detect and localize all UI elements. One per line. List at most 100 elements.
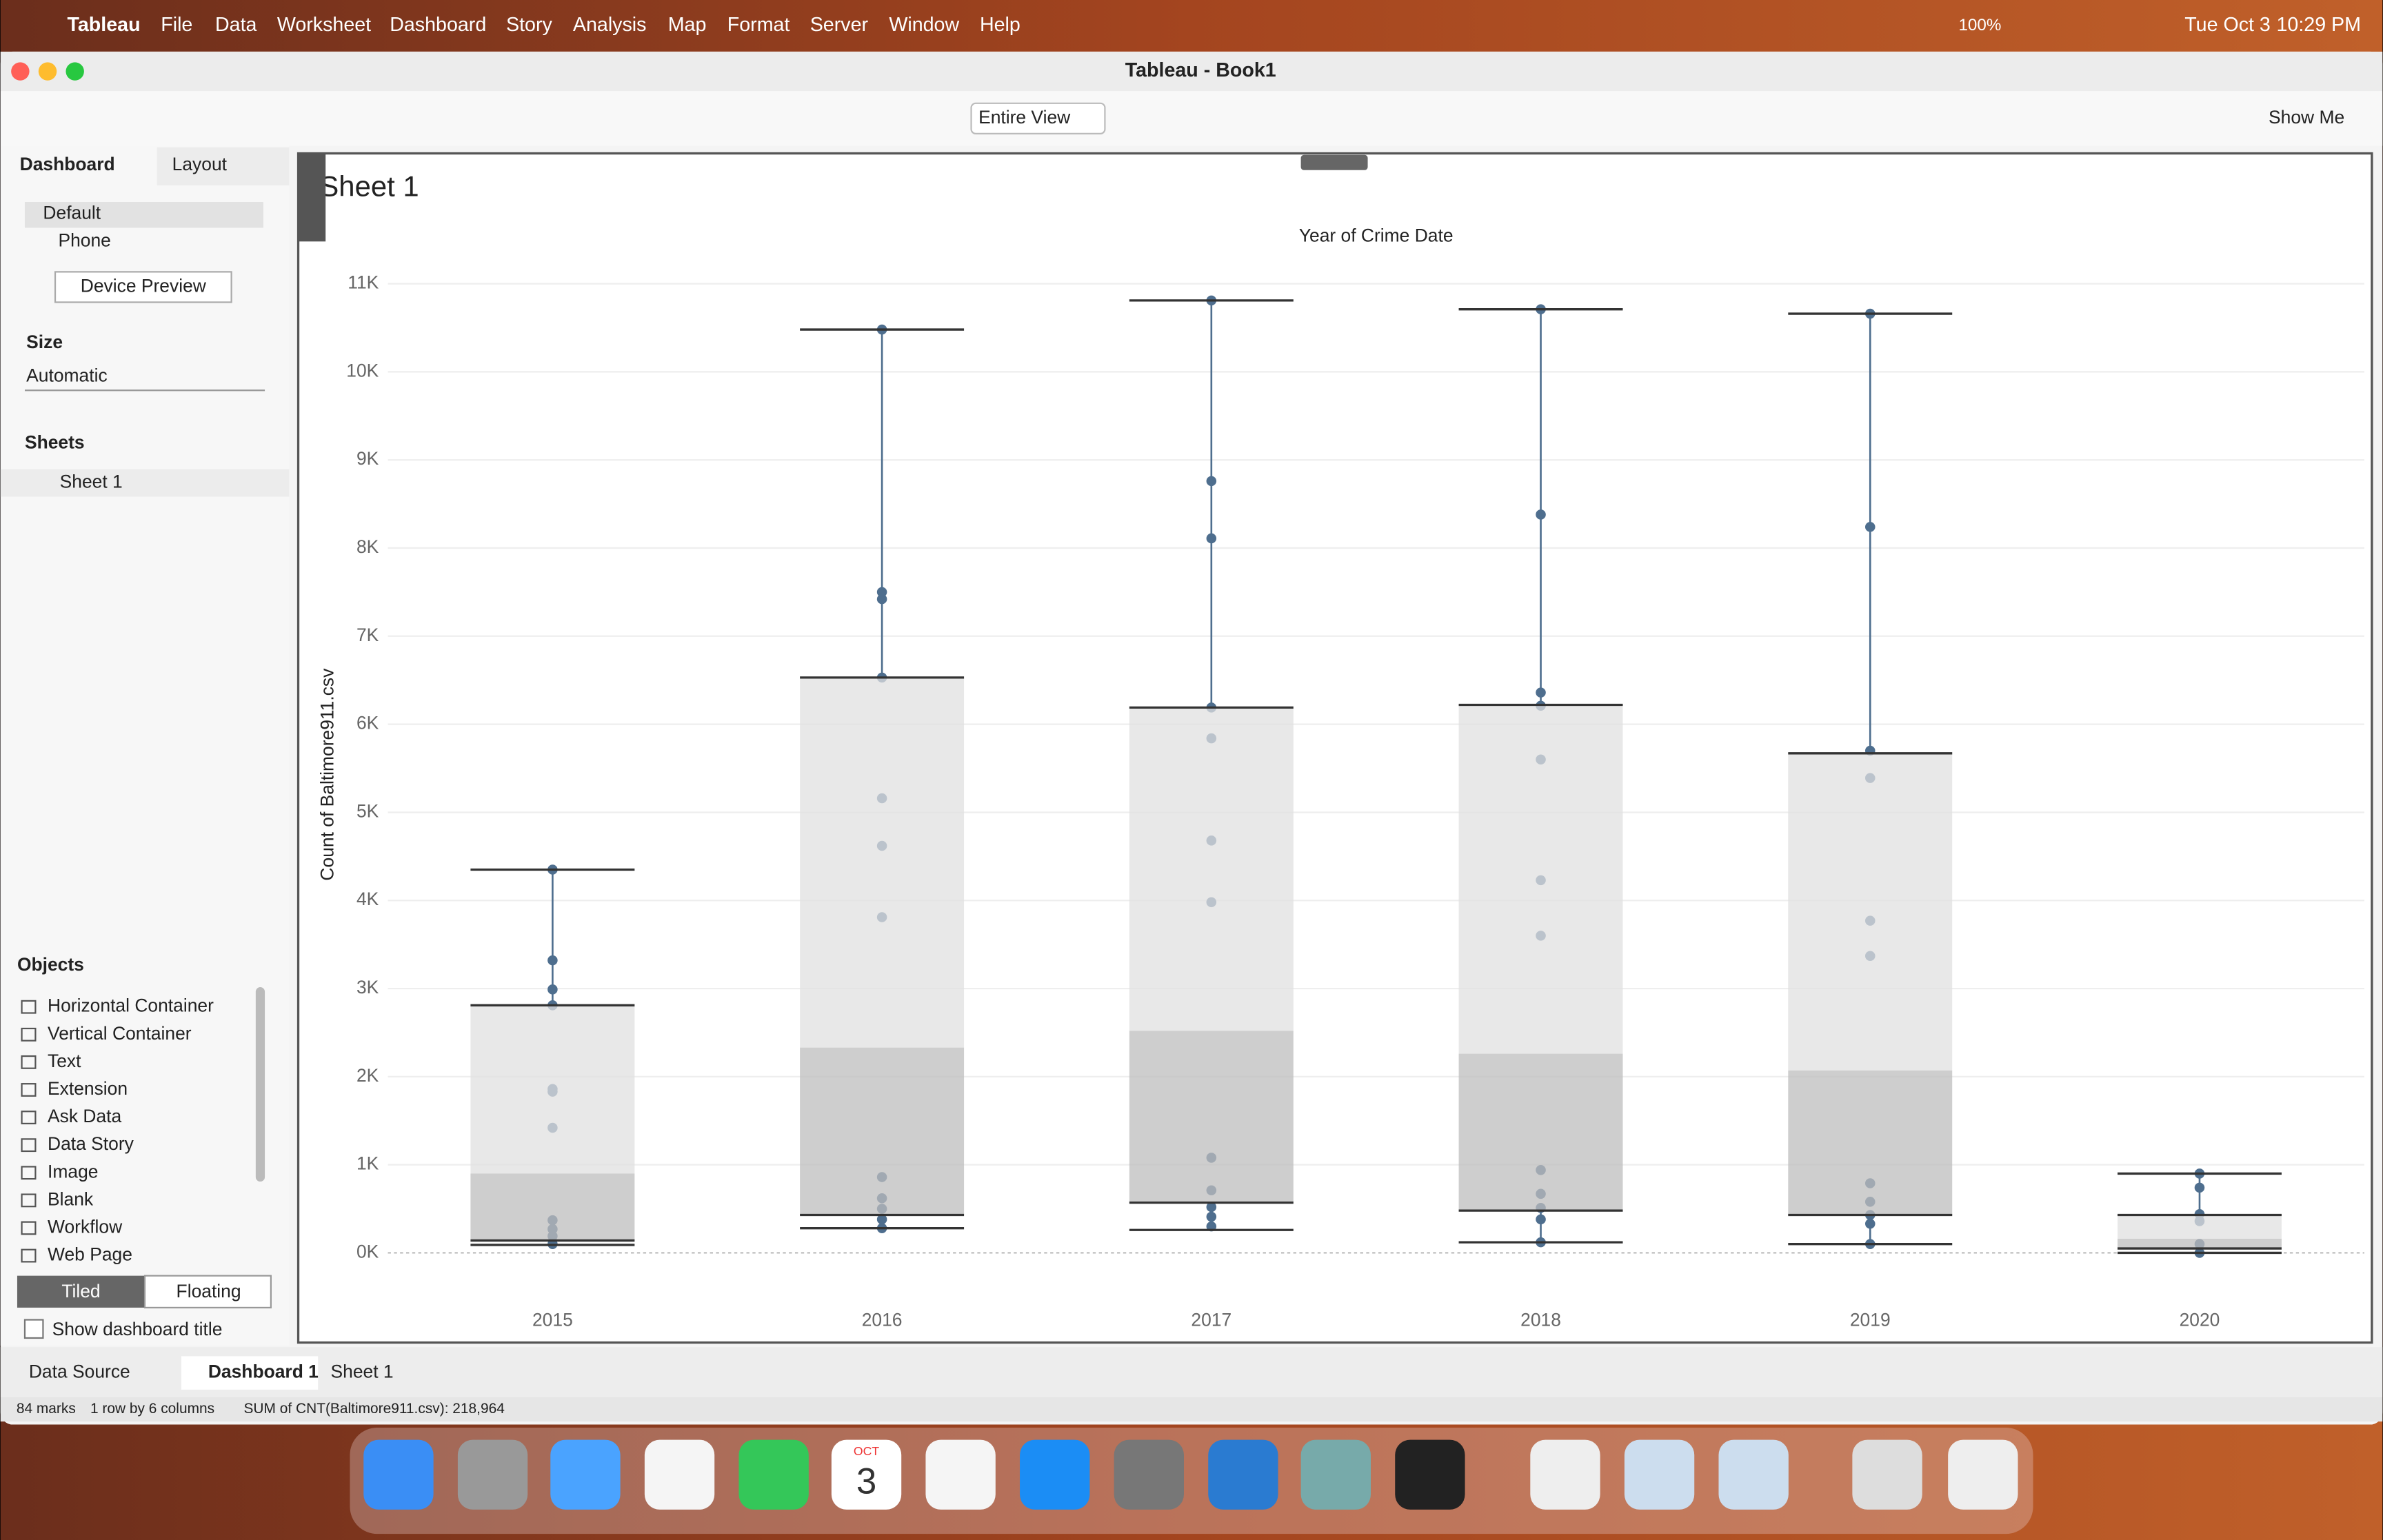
object-item[interactable]: Horizontal Container <box>48 995 214 1016</box>
close-button[interactable] <box>11 62 30 81</box>
menu-item[interactable]: Data <box>215 14 257 36</box>
object-icon <box>21 1248 37 1263</box>
date: Tue Oct 3 <box>2184 14 2271 36</box>
object-item[interactable]: Ask Data <box>48 1106 122 1126</box>
box-lower <box>1129 1031 1294 1203</box>
active-tab[interactable] <box>181 1356 319 1390</box>
dock-icon[interactable] <box>1020 1439 1090 1510</box>
calendar-day: 3 <box>856 1461 876 1501</box>
menu-item[interactable]: Help <box>980 14 1020 36</box>
objects-heading: Objects <box>17 954 84 975</box>
object-item[interactable]: Blank <box>48 1188 94 1209</box>
object-item[interactable]: Text <box>48 1051 81 1071</box>
zoom-button[interactable] <box>66 62 84 81</box>
x-tick-label: 2017 <box>1191 1310 1231 1330</box>
status-text: SUM of CNT(Baltimore911.csv): 218,964 <box>244 1401 505 1417</box>
dock-icon[interactable] <box>1114 1439 1184 1510</box>
y-tick-label: 11K <box>348 272 379 293</box>
size-heading: Size <box>26 332 63 352</box>
dock-icon[interactable] <box>363 1439 434 1510</box>
sheet-tab[interactable]: Dashboard 1 <box>208 1361 319 1382</box>
show-title-checkbox[interactable] <box>23 1319 44 1339</box>
dashboard-canvas <box>296 152 2373 1344</box>
app-name[interactable]: Tableau <box>68 14 141 36</box>
object-icon <box>21 1083 37 1097</box>
device-preview[interactable]: Device Preview <box>81 275 207 296</box>
box-lower <box>470 1173 635 1241</box>
window-title: Tableau - Book1 <box>1125 59 1276 81</box>
tiled[interactable]: Tiled <box>61 1281 100 1301</box>
object-icon <box>21 1166 37 1180</box>
zone-toolbar[interactable] <box>298 153 326 242</box>
menu-item[interactable]: Worksheet <box>277 14 371 36</box>
dock-icon[interactable] <box>550 1439 621 1510</box>
menu-item[interactable]: Dashboard <box>390 14 486 36</box>
sheet-row[interactable] <box>0 469 290 497</box>
object-item[interactable]: Workflow <box>48 1216 123 1237</box>
menu-item[interactable]: File <box>161 14 192 36</box>
dock-icon[interactable] <box>1208 1439 1278 1510</box>
dock-icon[interactable] <box>1852 1439 1922 1510</box>
dock-icon[interactable] <box>457 1439 528 1510</box>
box-lower <box>1788 1070 1953 1215</box>
tiled-button[interactable] <box>17 1275 145 1308</box>
y-tick-label: 7K <box>356 625 379 645</box>
floating[interactable]: Floating <box>177 1281 241 1301</box>
dock-icon[interactable] <box>1948 1439 2018 1510</box>
device-option[interactable]: Phone <box>58 230 110 250</box>
default-device[interactable] <box>24 202 263 228</box>
show-me[interactable]: Show Me <box>2269 107 2344 128</box>
sheet-tab[interactable]: Sheet 1 <box>331 1361 394 1382</box>
view-mode-dropdown[interactable] <box>970 102 1106 134</box>
box-upper <box>1788 753 1953 1071</box>
dock-icon[interactable] <box>925 1439 996 1510</box>
object-item[interactable]: Extension <box>48 1078 128 1099</box>
box-upper <box>2118 1215 2282 1239</box>
show-title[interactable]: Show dashboard title <box>52 1319 223 1339</box>
y-tick-label: 1K <box>356 1153 379 1174</box>
dock-icon[interactable] <box>738 1439 809 1510</box>
object-item[interactable]: Data Story <box>48 1133 134 1154</box>
menu-item[interactable]: Map <box>668 14 707 36</box>
x-tick-label: 2015 <box>532 1310 573 1330</box>
object-icon <box>21 1221 37 1235</box>
menu-item[interactable]: Story <box>506 14 552 36</box>
panel-tab[interactable]: Layout <box>172 154 228 174</box>
dock-icon[interactable] <box>1395 1439 1465 1510</box>
object-item[interactable]: Image <box>48 1161 98 1182</box>
sheet-tab[interactable]: Data Source <box>29 1361 130 1382</box>
device-preview-button[interactable] <box>54 271 232 303</box>
object-icon <box>21 1000 37 1014</box>
dock-icon[interactable] <box>1300 1439 1371 1510</box>
object-item[interactable]: Vertical Container <box>48 1023 192 1044</box>
object-icon <box>21 1193 37 1208</box>
calendar-icon[interactable] <box>831 1439 902 1510</box>
panel-tab[interactable]: Dashboard <box>20 154 115 174</box>
floating-button[interactable] <box>143 1275 272 1309</box>
object-item[interactable]: Web Page <box>48 1244 132 1265</box>
view-mode[interactable]: Entire View <box>978 107 1071 128</box>
sheet-item[interactable]: Sheet 1 <box>60 472 123 492</box>
battery: 100% <box>1958 16 2001 34</box>
dock-icon[interactable] <box>1718 1439 1789 1510</box>
layout-tab-bg[interactable] <box>157 147 290 185</box>
tab-bar <box>0 1347 2383 1397</box>
dock-icon[interactable] <box>1530 1439 1600 1510</box>
size-value[interactable]: Automatic <box>26 365 107 385</box>
drag-handle[interactable] <box>1300 154 1368 170</box>
box-upper <box>1129 707 1294 1031</box>
menu-item[interactable]: Analysis <box>573 14 647 36</box>
box-upper <box>800 677 965 1048</box>
device-option[interactable]: Default <box>43 203 101 223</box>
dock-icon[interactable] <box>1624 1439 1695 1510</box>
menu-item[interactable]: Format <box>727 14 790 36</box>
time: 10:29 PM <box>2276 14 2361 36</box>
dock-icon[interactable] <box>644 1439 715 1510</box>
menu-item[interactable]: Window <box>889 14 959 36</box>
box-lower <box>2118 1239 2282 1249</box>
minimize-button[interactable] <box>38 62 57 81</box>
menu-item[interactable]: Server <box>810 14 869 36</box>
object-icon <box>21 1055 37 1069</box>
y-tick-label: 2K <box>356 1065 379 1086</box>
